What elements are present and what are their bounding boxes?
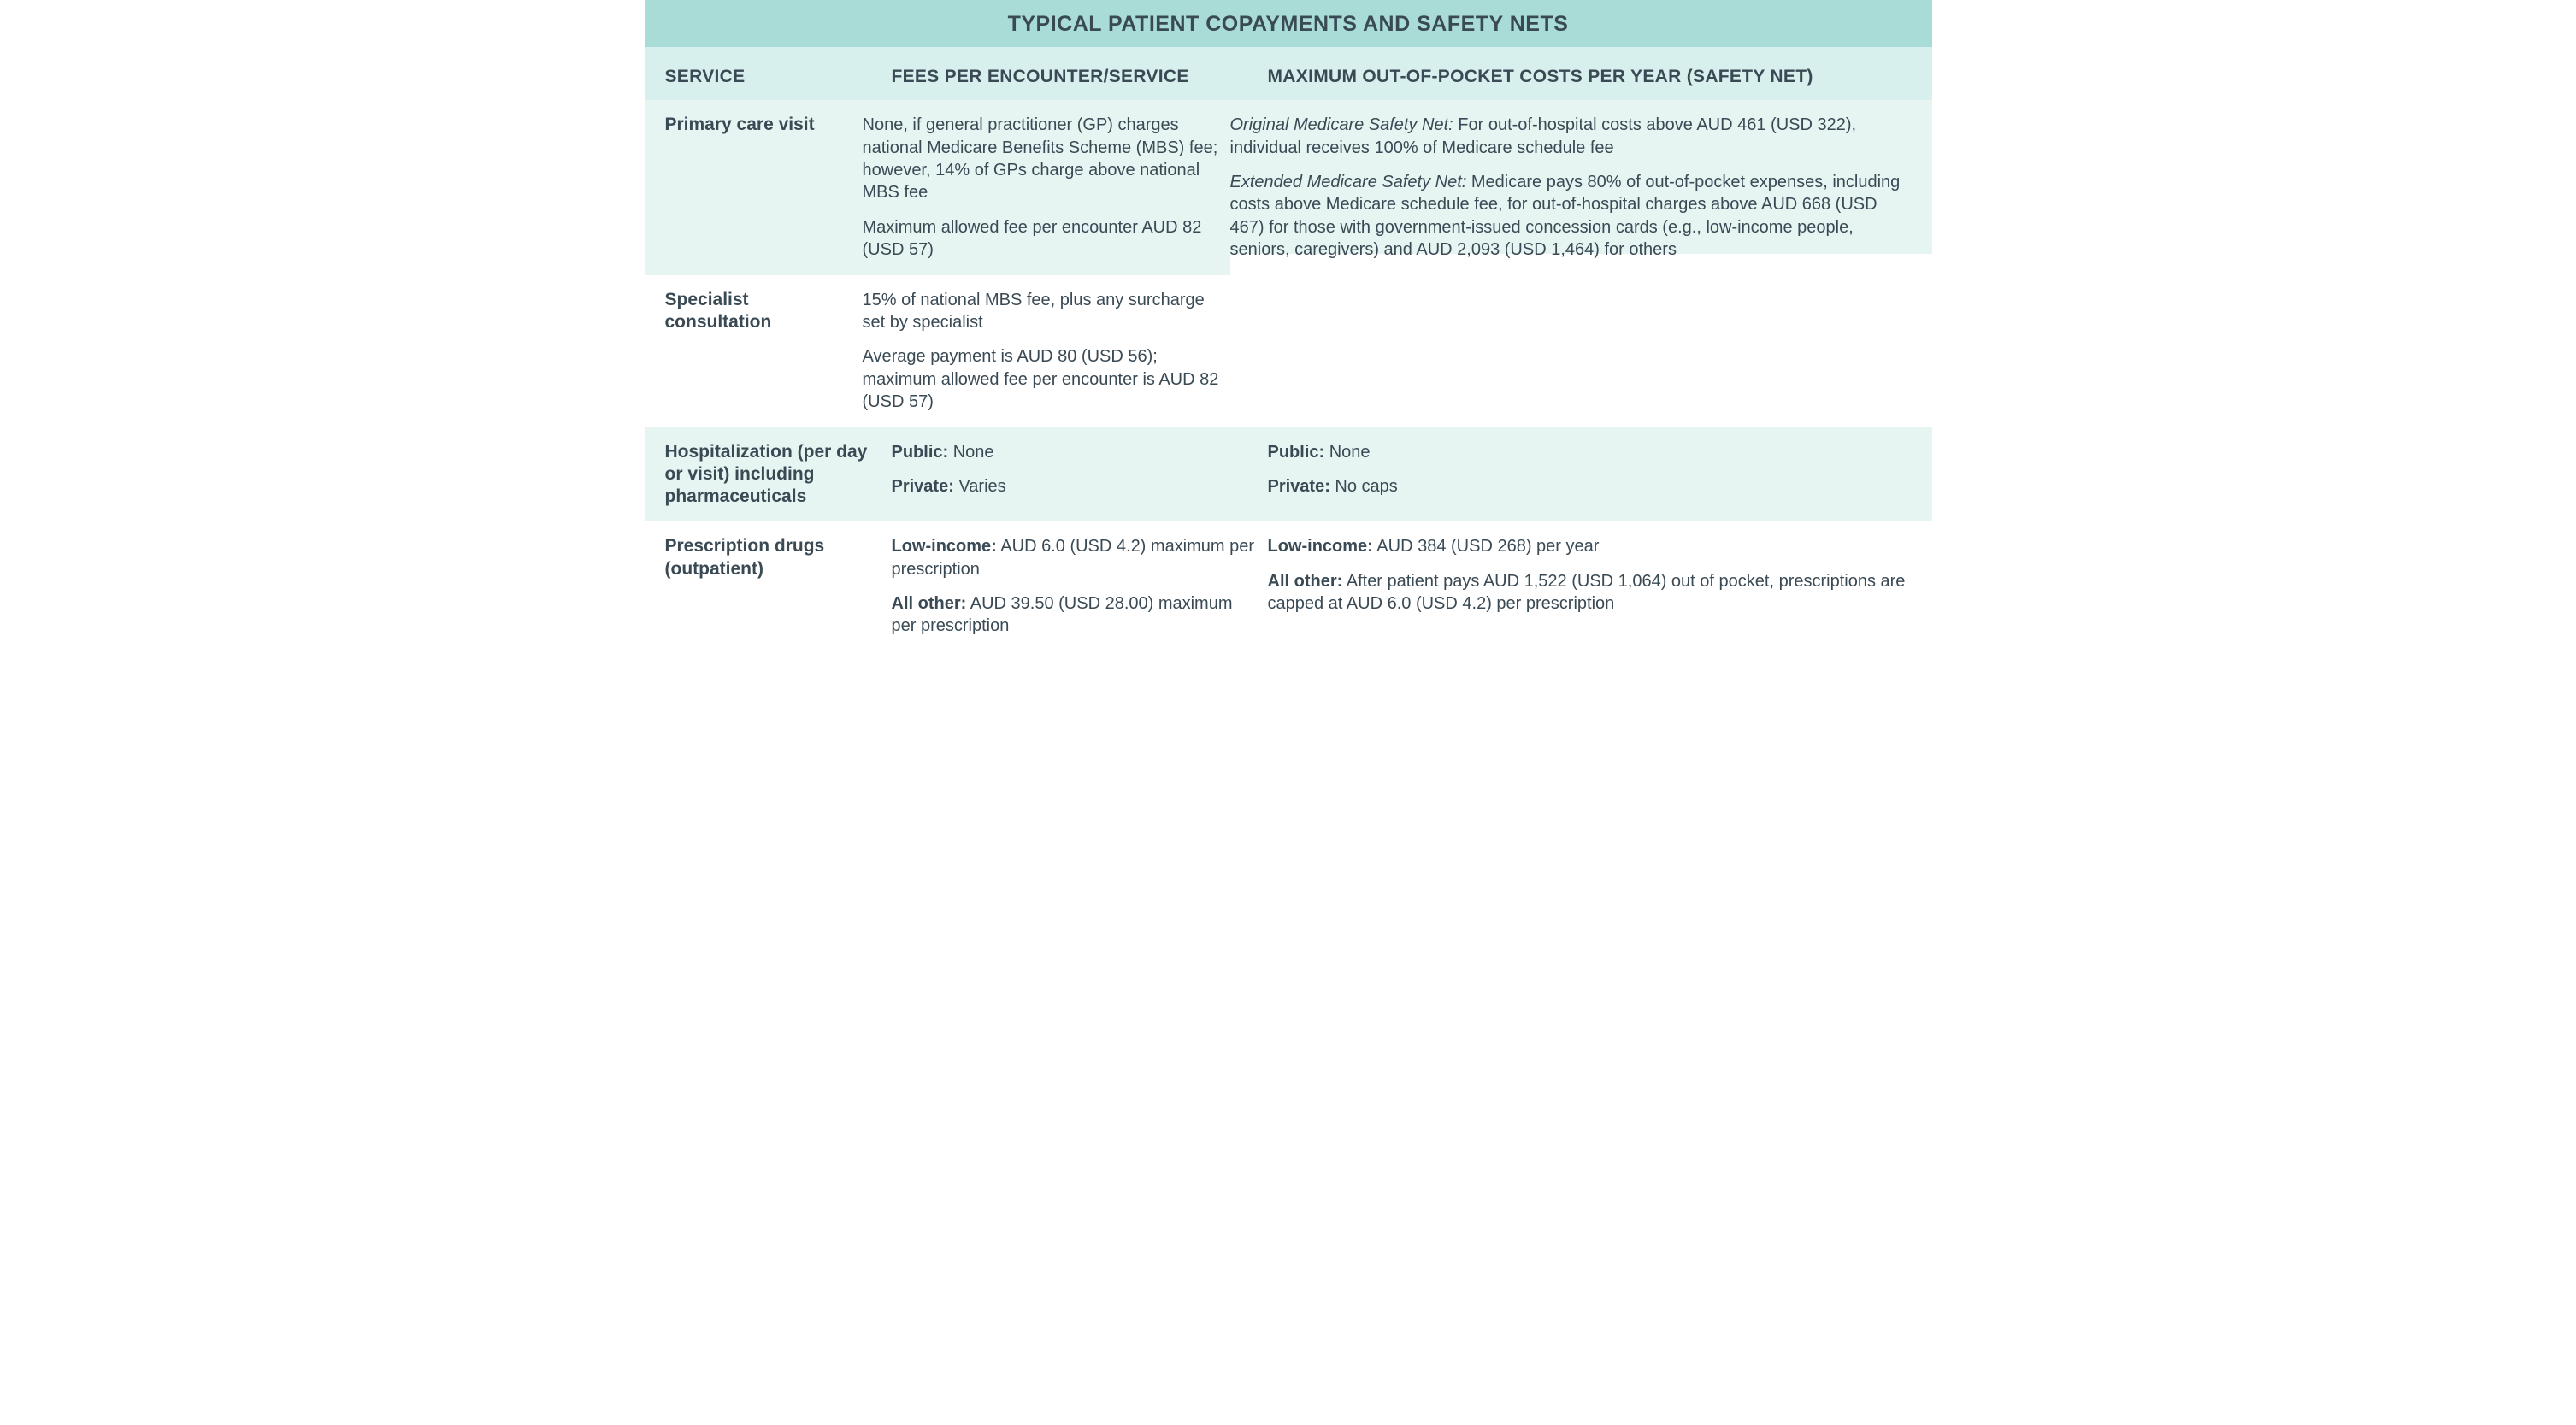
- fees-hospitalization: Public: None Private: Varies: [892, 441, 1259, 509]
- fees-hosp-public: Public: None: [892, 441, 1259, 463]
- table-header-row: SERVICE FEES PER ENCOUNTER/SERVICE MAXIM…: [645, 47, 1932, 100]
- fees-specialist-p1: 15% of national MBS fee, plus any surcha…: [863, 289, 1222, 334]
- table-container: TYPICAL PATIENT COPAYMENTS AND SAFETY NE…: [645, 0, 1932, 651]
- sn-rx-low-label: Low-income:: [1268, 537, 1373, 556]
- rows-primary-specialist: Primary care visit None, if general prac…: [645, 100, 1932, 427]
- safety-net-extended-label: Extended Medicare Safety Net:: [1230, 173, 1467, 191]
- sn-hosp-private-text: No caps: [1330, 477, 1398, 496]
- sn-rx-other-label: All other:: [1268, 572, 1343, 591]
- service-hospitalization: Hospitalization (per day or visit) inclu…: [665, 441, 883, 509]
- fees-primary-p1: None, if general practitioner (GP) charg…: [863, 114, 1222, 204]
- fees-prescription: Low-income: AUD 6.0 (USD 4.2) maximum pe…: [892, 535, 1259, 638]
- row-hospitalization: Hospitalization (per day or visit) inclu…: [645, 427, 1932, 522]
- safety-net-shared: Original Medicare Safety Net: For out-of…: [1230, 100, 1932, 427]
- sn-rx-other: All other: After patient pays AUD 1,522 …: [1268, 570, 1912, 615]
- fees-rx-other-label: All other:: [892, 594, 967, 613]
- fees-specialist-p2: Average payment is AUD 80 (USD 56); maxi…: [863, 345, 1222, 413]
- fees-hosp-public-label: Public:: [892, 443, 949, 462]
- service-specialist: Specialist consultation: [645, 275, 863, 427]
- fees-hosp-private-text: Varies: [954, 477, 1006, 496]
- row-prescription: Prescription drugs (outpatient) Low-inco…: [645, 521, 1932, 651]
- sn-hosp-public-label: Public:: [1268, 443, 1325, 462]
- fees-rx-low-label: Low-income:: [892, 537, 997, 556]
- service-prescription: Prescription drugs (outpatient): [665, 535, 883, 638]
- fees-rx-low: Low-income: AUD 6.0 (USD 4.2) maximum pe…: [892, 535, 1259, 580]
- fees-hosp-private: Private: Varies: [892, 475, 1259, 498]
- header-fees: FEES PER ENCOUNTER/SERVICE: [892, 66, 1259, 88]
- safety-net-original-label: Original Medicare Safety Net:: [1230, 115, 1453, 134]
- safety-net-extended: Extended Medicare Safety Net: Medicare p…: [1230, 171, 1912, 262]
- header-safety-net: MAXIMUM OUT-OF-POCKET COSTS PER YEAR (SA…: [1268, 66, 1912, 88]
- sn-rx-low-text: AUD 384 (USD 268) per year: [1373, 537, 1600, 556]
- service-primary-care: Primary care visit: [645, 100, 863, 274]
- header-service: SERVICE: [665, 66, 883, 88]
- sn-hosp-private-label: Private:: [1268, 477, 1330, 496]
- table-title: TYPICAL PATIENT COPAYMENTS AND SAFETY NE…: [645, 0, 1932, 47]
- safety-net-hospitalization: Public: None Private: No caps: [1268, 441, 1912, 509]
- sn-hosp-public-text: None: [1324, 443, 1370, 462]
- fees-hosp-public-text: None: [948, 443, 993, 462]
- fees-primary-care: None, if general practitioner (GP) charg…: [863, 100, 1230, 274]
- fees-hosp-private-label: Private:: [892, 477, 954, 496]
- fees-primary-p2: Maximum allowed fee per encounter AUD 82…: [863, 216, 1222, 262]
- sn-hosp-private: Private: No caps: [1268, 475, 1912, 498]
- sn-rx-low: Low-income: AUD 384 (USD 268) per year: [1268, 535, 1912, 557]
- safety-net-original: Original Medicare Safety Net: For out-of…: [1230, 114, 1912, 159]
- sn-hosp-public: Public: None: [1268, 441, 1912, 463]
- fees-specialist: 15% of national MBS fee, plus any surcha…: [863, 275, 1230, 427]
- safety-net-prescription: Low-income: AUD 384 (USD 268) per year A…: [1268, 535, 1912, 638]
- fees-rx-other: All other: AUD 39.50 (USD 28.00) maximum…: [892, 592, 1259, 638]
- sn-rx-other-text: After patient pays AUD 1,522 (USD 1,064)…: [1268, 572, 1906, 613]
